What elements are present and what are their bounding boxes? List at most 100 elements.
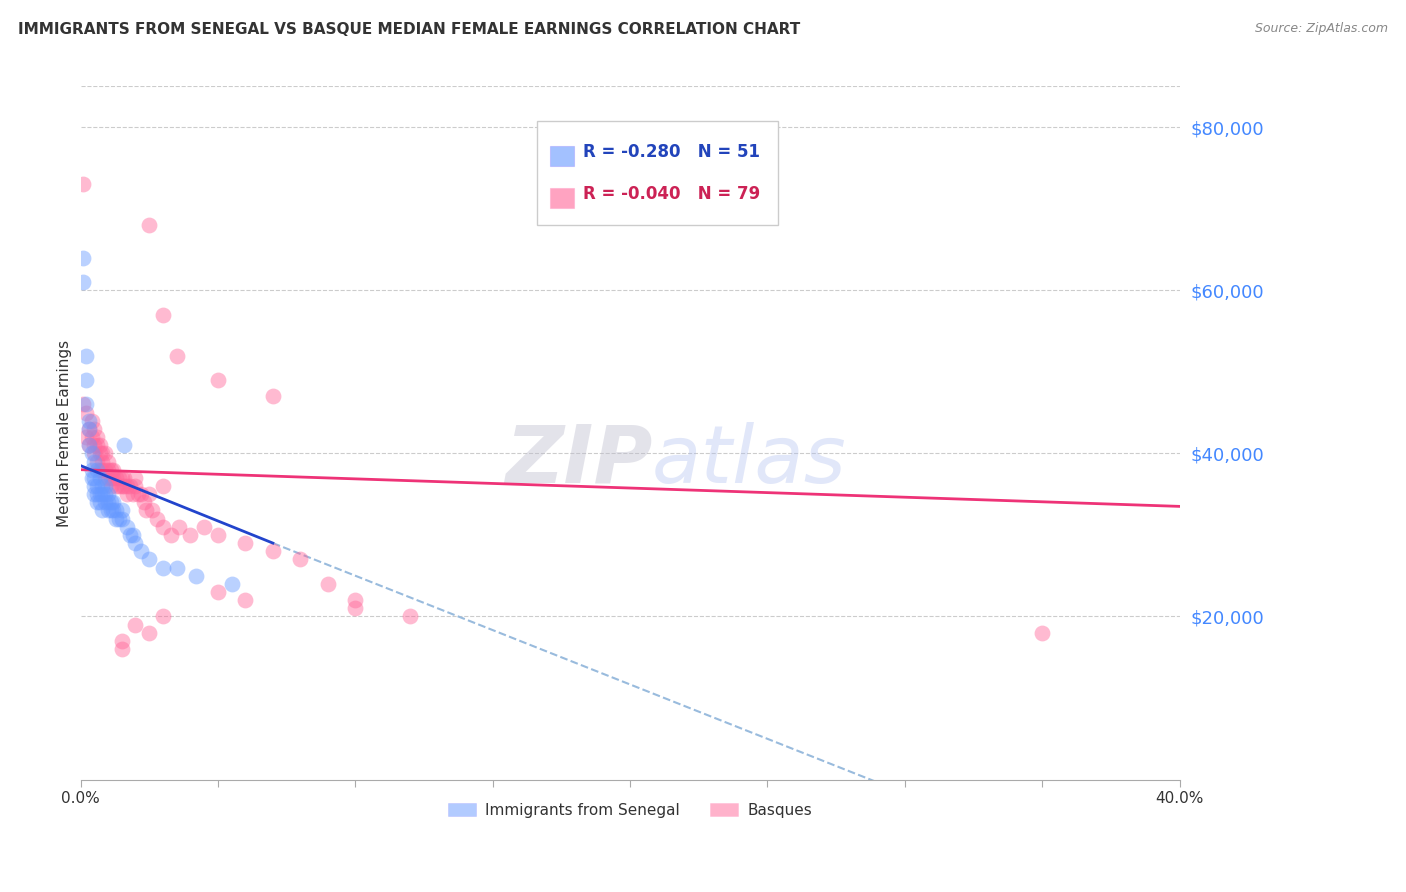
Point: [89, 438, 111, 452]
Point: [179, 528, 201, 542]
Point: [111, 471, 134, 485]
Y-axis label: Median Female Earnings: Median Female Earnings: [58, 340, 72, 526]
Point: [86, 487, 108, 501]
Point: [138, 625, 160, 640]
Point: [103, 503, 125, 517]
Point: [89, 446, 111, 460]
Point: [207, 528, 229, 542]
Point: [141, 503, 163, 517]
Point: [72, 275, 94, 289]
Point: [108, 479, 131, 493]
Point: [152, 479, 174, 493]
Point: [160, 528, 183, 542]
Point: [77, 422, 100, 436]
Point: [111, 642, 134, 657]
Legend: Immigrants from Senegal, Basques: Immigrants from Senegal, Basques: [443, 797, 818, 824]
Point: [111, 479, 134, 493]
Point: [91, 463, 114, 477]
Point: [118, 479, 141, 493]
Point: [105, 471, 128, 485]
Point: [86, 479, 108, 493]
Point: [105, 511, 128, 525]
Point: [115, 520, 138, 534]
Point: [108, 511, 131, 525]
Point: [83, 438, 105, 452]
Point: [207, 373, 229, 387]
Point: [166, 560, 188, 574]
Point: [124, 471, 146, 485]
Point: [80, 471, 103, 485]
Point: [97, 503, 120, 517]
Point: [111, 511, 134, 525]
Point: [152, 560, 174, 574]
Point: [290, 552, 312, 566]
Point: [75, 406, 97, 420]
Point: [100, 479, 122, 493]
Point: [100, 463, 122, 477]
Point: [91, 446, 114, 460]
Point: [127, 487, 149, 501]
Point: [124, 479, 146, 493]
Point: [184, 568, 207, 582]
Point: [124, 617, 146, 632]
Point: [75, 430, 97, 444]
Point: [105, 479, 128, 493]
Point: [111, 503, 134, 517]
Point: [135, 503, 157, 517]
Point: [77, 438, 100, 452]
Point: [129, 487, 152, 501]
Point: [89, 471, 111, 485]
Point: [235, 536, 257, 550]
Point: [94, 471, 117, 485]
Point: [103, 471, 125, 485]
FancyBboxPatch shape: [550, 146, 574, 166]
Point: [94, 479, 117, 493]
Point: [75, 349, 97, 363]
Point: [316, 577, 339, 591]
Point: [83, 454, 105, 468]
Point: [86, 495, 108, 509]
Text: IMMIGRANTS FROM SENEGAL VS BASQUE MEDIAN FEMALE EARNINGS CORRELATION CHART: IMMIGRANTS FROM SENEGAL VS BASQUE MEDIAN…: [18, 22, 800, 37]
Point: [72, 251, 94, 265]
Point: [344, 601, 367, 615]
Point: [83, 479, 105, 493]
Point: [129, 544, 152, 558]
Point: [91, 479, 114, 493]
Point: [121, 528, 143, 542]
Point: [83, 487, 105, 501]
Point: [89, 487, 111, 501]
Point: [80, 430, 103, 444]
Point: [91, 503, 114, 517]
Text: R = -0.040   N = 79: R = -0.040 N = 79: [583, 185, 761, 202]
Point: [83, 422, 105, 436]
Point: [118, 528, 141, 542]
Point: [80, 414, 103, 428]
Point: [105, 503, 128, 517]
Point: [152, 609, 174, 624]
Point: [124, 536, 146, 550]
Text: R = -0.280   N = 51: R = -0.280 N = 51: [583, 144, 759, 161]
Point: [97, 454, 120, 468]
Point: [100, 495, 122, 509]
Point: [100, 471, 122, 485]
Point: [97, 487, 120, 501]
Point: [399, 609, 422, 624]
Point: [72, 178, 94, 192]
Point: [77, 414, 100, 428]
Text: Source: ZipAtlas.com: Source: ZipAtlas.com: [1254, 22, 1388, 36]
Point: [89, 495, 111, 509]
Point: [75, 397, 97, 411]
Point: [193, 520, 215, 534]
Point: [121, 487, 143, 501]
Point: [138, 552, 160, 566]
FancyBboxPatch shape: [537, 121, 779, 225]
Point: [91, 487, 114, 501]
Point: [86, 438, 108, 452]
Point: [72, 397, 94, 411]
Text: atlas: atlas: [652, 422, 846, 500]
Point: [207, 585, 229, 599]
Point: [83, 446, 105, 460]
Point: [146, 511, 169, 525]
Point: [152, 520, 174, 534]
Point: [77, 422, 100, 436]
